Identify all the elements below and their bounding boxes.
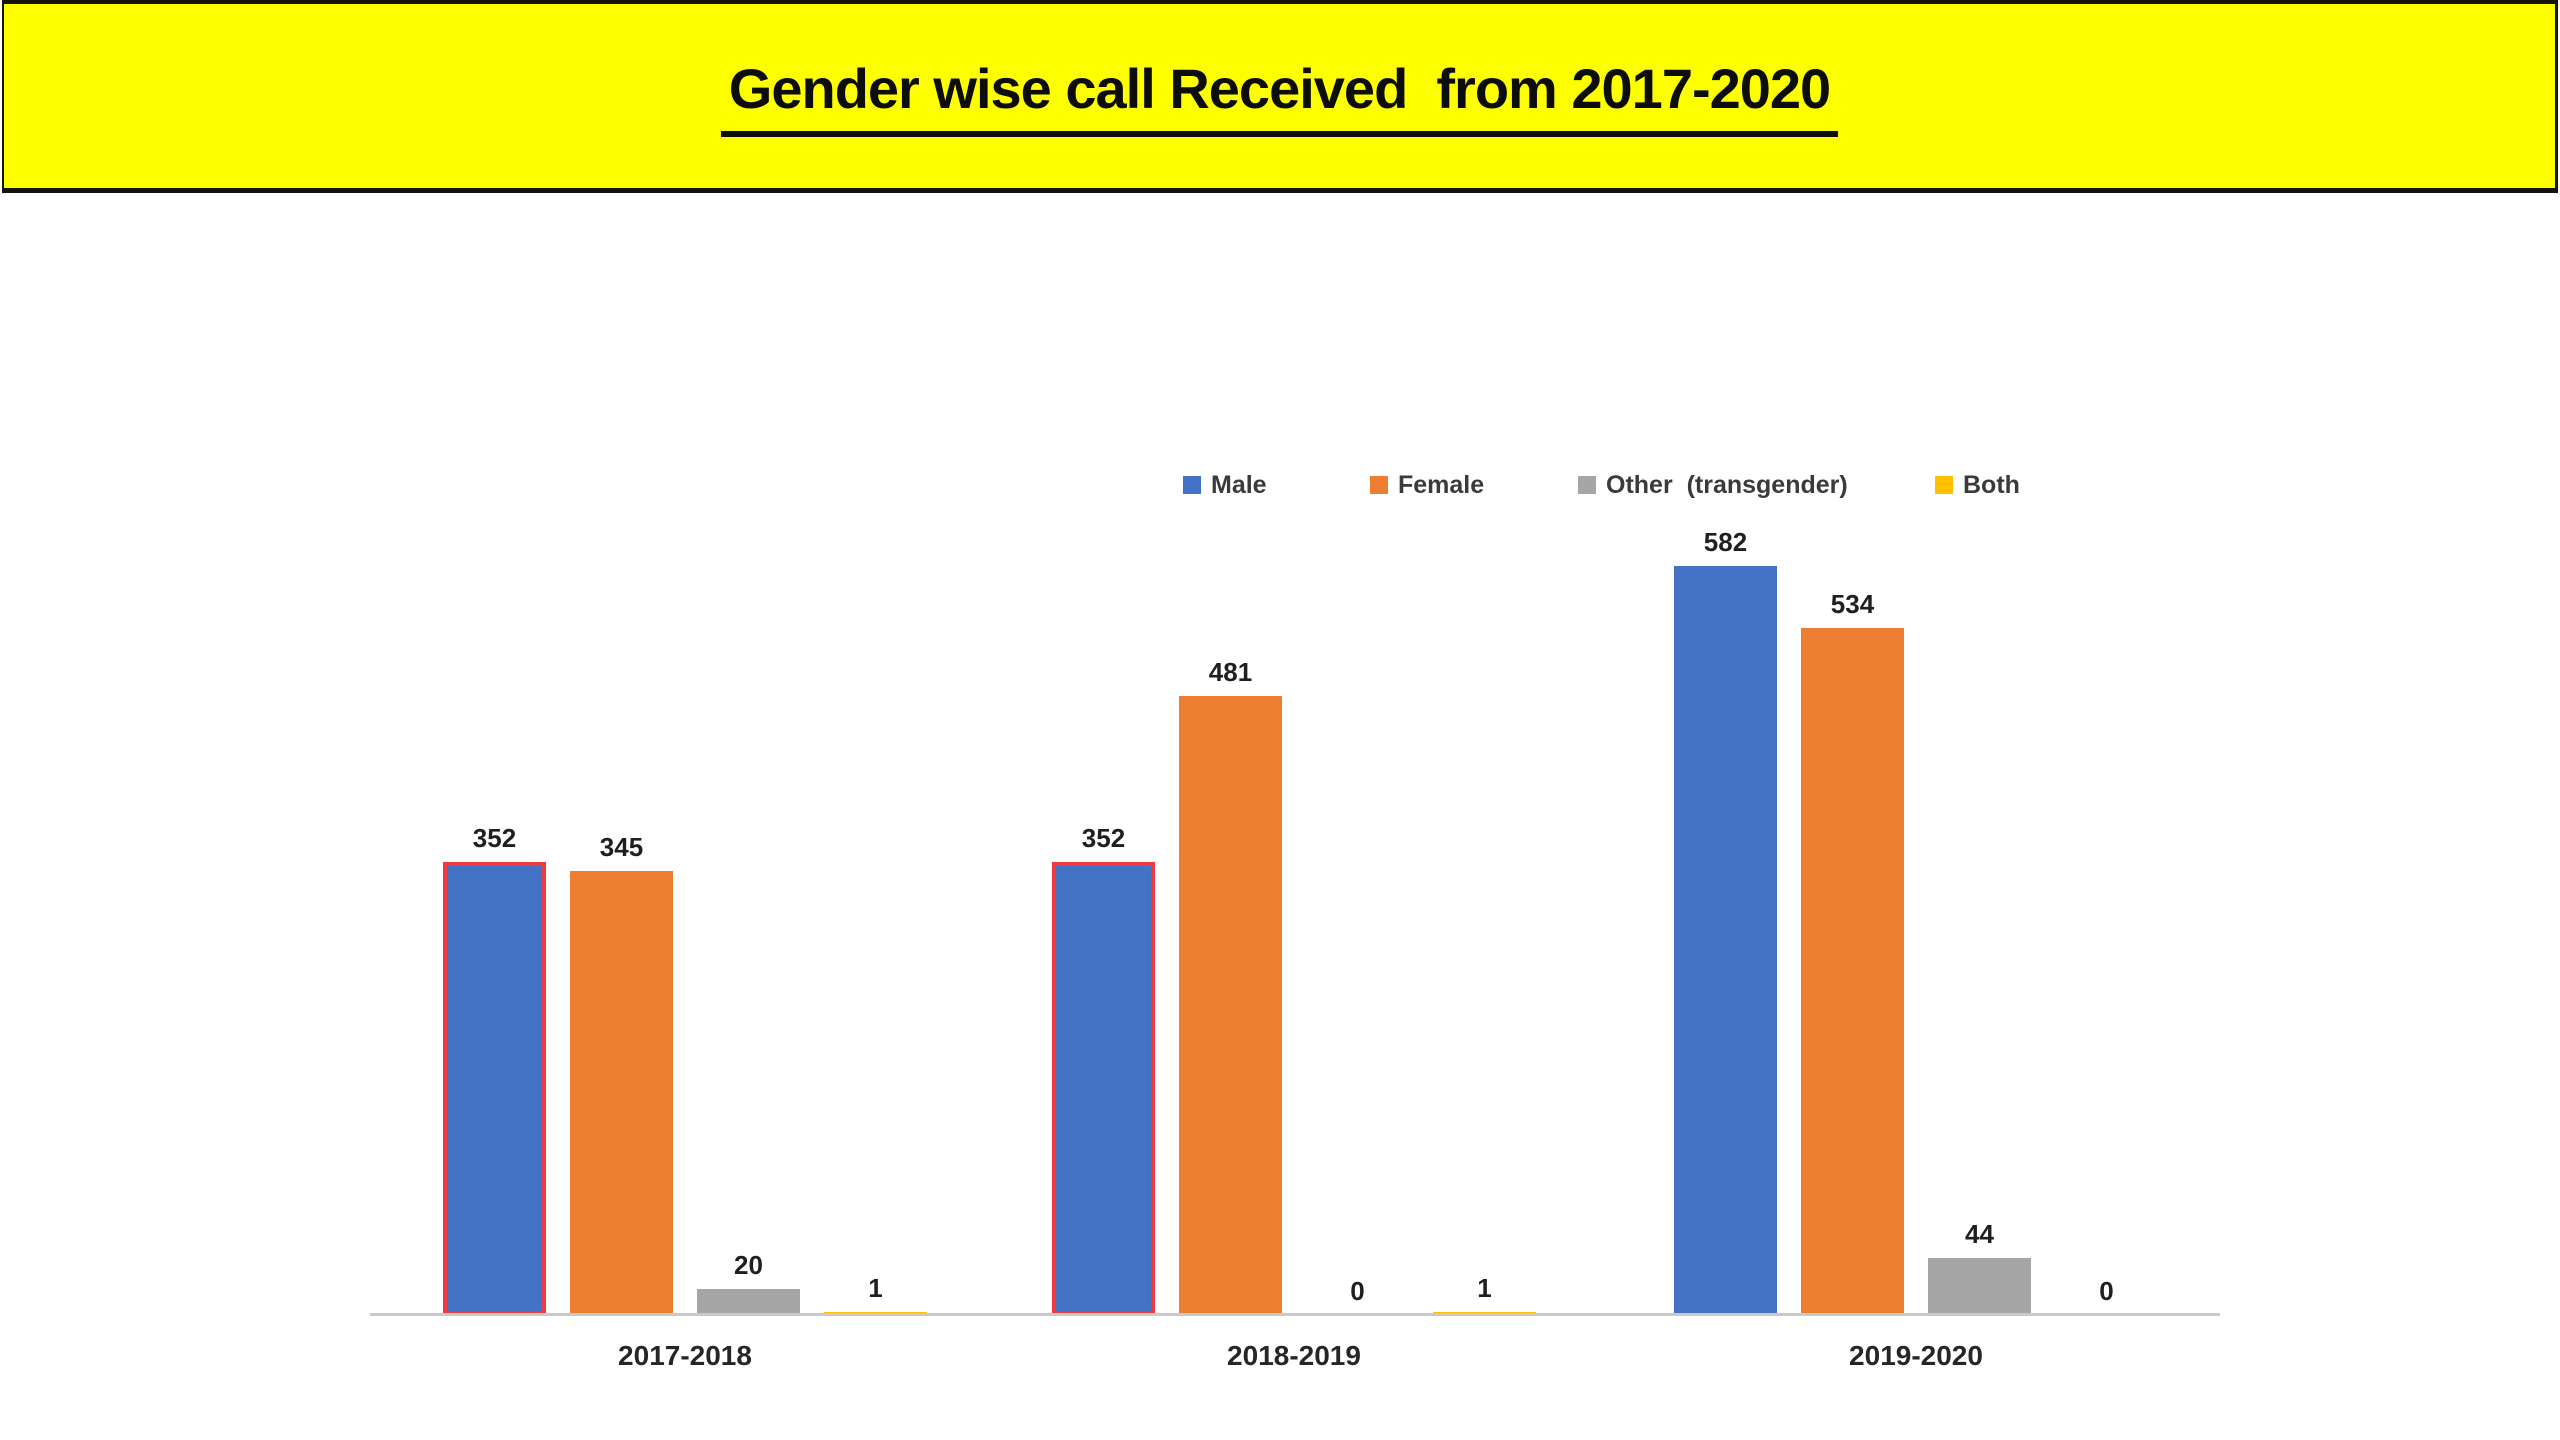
legend-label-female: Female — [1398, 470, 1485, 499]
bar-other-2017-2018 — [697, 1289, 800, 1315]
legend-label-both: Both — [1963, 470, 2020, 499]
bar-value-label: 345 — [599, 832, 644, 862]
bar-value-label: 481 — [1208, 657, 1253, 687]
bar-slot: 20 — [697, 1250, 800, 1315]
bar-slot: 352 — [443, 823, 546, 1315]
chart-title: Gender wise call Received from 2017-2020 — [720, 56, 1839, 137]
bar-other-2019-2020 — [1928, 1258, 2031, 1315]
bar-male-2018-2019 — [1052, 862, 1155, 1315]
bar-value-label: 534 — [1830, 589, 1875, 619]
bar-slot: 582 — [1674, 527, 1777, 1315]
bar-value-label: 1 — [868, 1273, 883, 1303]
bar-value-label: 44 — [1965, 1219, 1994, 1249]
category-label-2018-2019: 2018-2019 — [1227, 1340, 1361, 1371]
title-banner: Gender wise call Received from 2017-2020 — [2, 0, 2558, 193]
bar-slot: 1 — [824, 1273, 927, 1315]
legend-label-male: Male — [1211, 470, 1267, 499]
bar-value-label: 352 — [1081, 823, 1126, 853]
female-swatch-icon — [1370, 476, 1388, 494]
bar-value-label: 20 — [734, 1250, 763, 1280]
legend-item-both: Both — [1935, 470, 2020, 500]
bar-value-label: 1 — [1477, 1273, 1492, 1303]
x-axis-line — [370, 1313, 2220, 1316]
bar-female-2018-2019 — [1179, 696, 1282, 1315]
legend-label-other: Other (transgender) — [1606, 470, 1848, 499]
category-label-2017-2018: 2017-2018 — [618, 1340, 752, 1371]
bar-value-label: 0 — [2099, 1276, 2114, 1306]
bar-value-label: 0 — [1350, 1276, 1365, 1306]
legend-item-female: Female — [1370, 470, 1484, 500]
other-swatch-icon — [1578, 476, 1596, 494]
bar-slot: 534 — [1801, 589, 1904, 1315]
bar-slot: 1 — [1433, 1273, 1536, 1315]
bar-slot: 44 — [1928, 1219, 2031, 1315]
bar-slot: 481 — [1179, 657, 1282, 1315]
bar-slot: 0 — [1306, 1276, 1409, 1315]
bar-male-2017-2018 — [443, 862, 546, 1315]
legend-item-male: Male — [1183, 470, 1267, 500]
category-label-2019-2020: 2019-2020 — [1849, 1340, 1983, 1371]
bar-female-2019-2020 — [1801, 628, 1904, 1315]
bar-male-2019-2020 — [1674, 566, 1777, 1315]
legend-item-other-transgender: Other (transgender) — [1578, 470, 1848, 500]
bar-slot: 352 — [1052, 823, 1155, 1315]
bar-value-label: 582 — [1703, 527, 1748, 557]
male-swatch-icon — [1183, 476, 1201, 494]
bar-slot: 345 — [570, 832, 673, 1315]
bar-value-label: 352 — [472, 823, 517, 853]
bar-slot: 0 — [2055, 1276, 2158, 1315]
bar-female-2017-2018 — [570, 871, 673, 1315]
both-swatch-icon — [1935, 476, 1953, 494]
